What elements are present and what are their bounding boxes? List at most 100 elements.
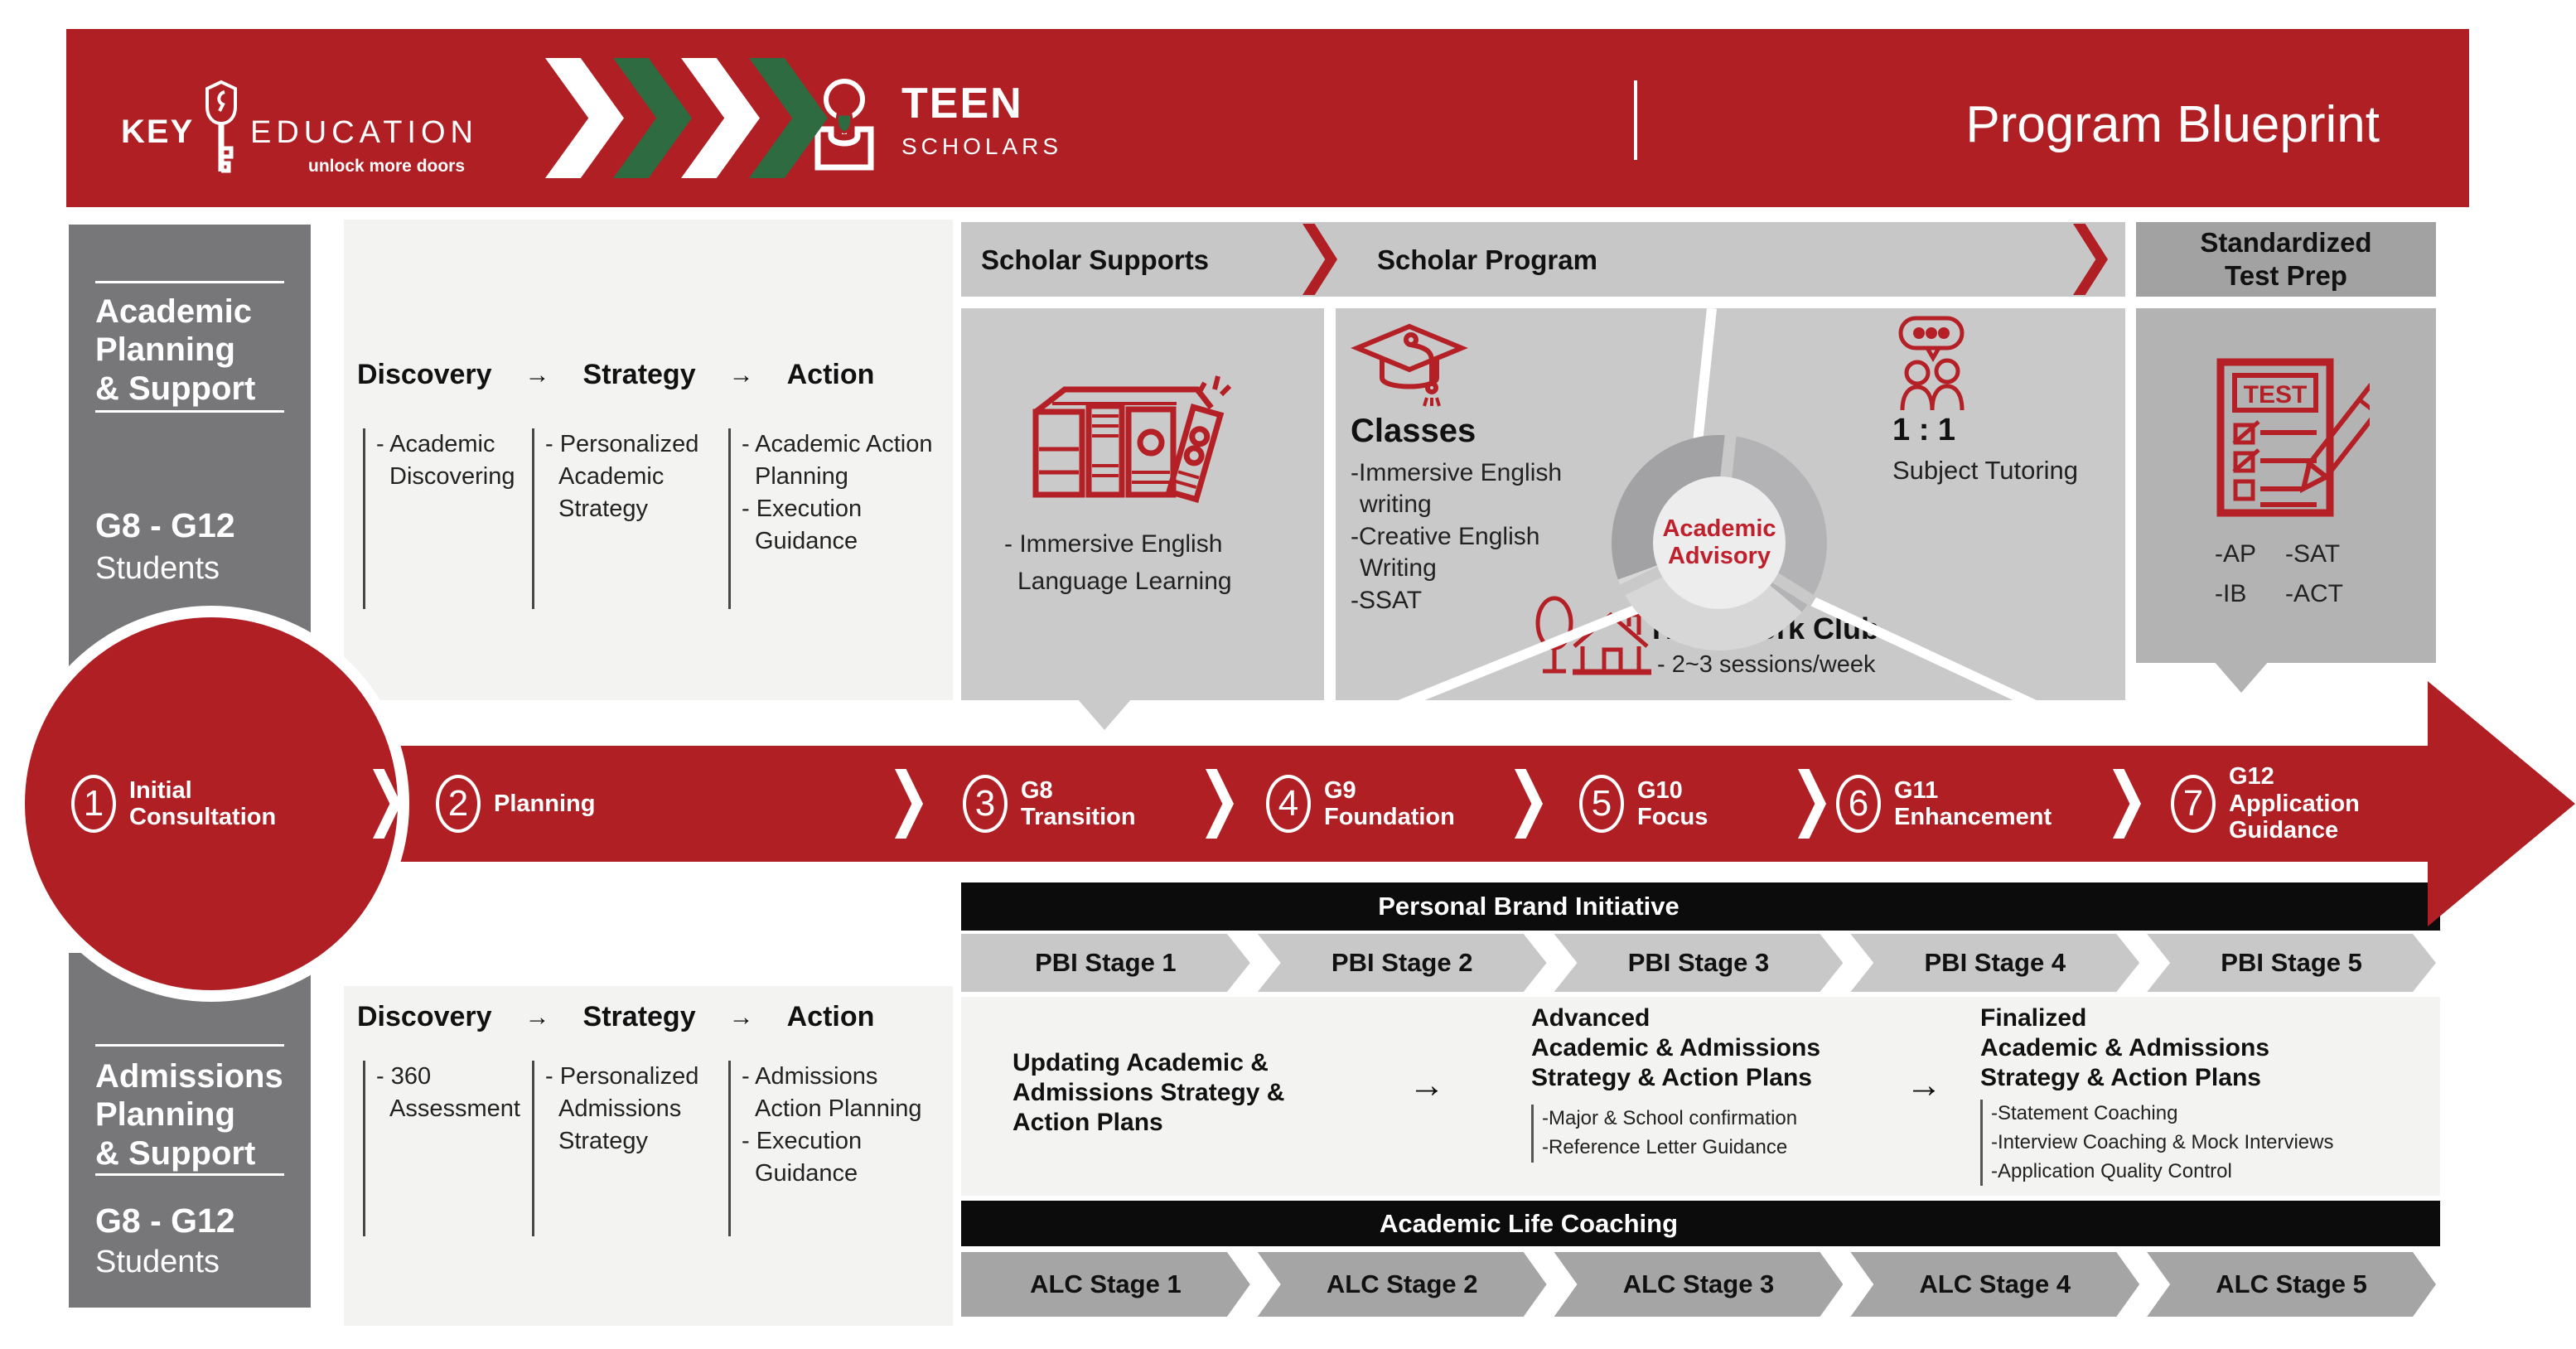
pbi-stage: PBI Stage 1 [961, 934, 1250, 992]
scholar-band-header: Scholar Supports Scholar Program [961, 222, 2125, 297]
flow-column-action: - Admissions Action Planning - Execution… [728, 1061, 940, 1236]
test-prep-items: -AP -SAT -IB -ACT [2215, 540, 2364, 608]
pbi-stage: PBI Stage 3 [1554, 934, 1844, 992]
double-chevron-icon [681, 58, 760, 178]
admissions-flow-panel: Discovery → Strategy → Action - 360 Asse… [344, 986, 953, 1326]
pbi-detail-panel: Updating Academic & Admissions Strategy … [961, 997, 2440, 1196]
timeline-stage-6: 6 G11 Enhancement [1836, 750, 2052, 858]
academic-flow-panel: Discovery → Strategy → Action - Academic… [344, 220, 953, 700]
stage-label: G10 Focus [1637, 776, 1708, 830]
tree-box-logo-icon [814, 79, 874, 171]
double-chevron-icon [613, 58, 692, 178]
flow-step-action: Action [786, 359, 875, 390]
pbi-col2-items: -Major & School confirmation -Reference … [1531, 1105, 1887, 1163]
test-prep-header: Standardized Test Prep [2136, 222, 2436, 297]
academic-advisory-ring: Academic Advisory [1612, 432, 1827, 650]
scholar-program-panel: Academic Advisory Classes -Immersive Eng… [1336, 308, 2125, 700]
chevron-right-icon [2073, 224, 2108, 295]
pbi-col3: Finalized Academic & Admissions Strategy… [1980, 1003, 2411, 1187]
alc-stage: ALC Stage 4 [1850, 1252, 2140, 1317]
alc-bar-label: Academic Life Coaching [1379, 1208, 1679, 1238]
stage-number-circle: 5 [1579, 775, 1624, 833]
pbi-item: -Major & School confirmation [1542, 1107, 1798, 1129]
flow-item: - Execution Guidance [742, 1127, 863, 1187]
academic-advisory-label: Academic Advisory [1653, 476, 1786, 609]
flow-item: - Academic Action Planning [742, 431, 933, 490]
pbi-stage: PBI Stage 4 [1850, 934, 2140, 992]
students-label: Students [95, 1245, 220, 1279]
timeline-stage-5: 5 G10 Focus [1579, 750, 1708, 858]
sidebar-title: Admissions Planning & Support [95, 1058, 283, 1172]
brand-education-text: EDUCATION [250, 115, 478, 150]
graduation-cap-icon [1351, 323, 1468, 407]
books-icon [1032, 375, 1232, 503]
pbi-col1-title: Updating Academic & Admissions Strategy … [1013, 1049, 1285, 1136]
timeline-stage-2: 2 Planning [436, 750, 595, 858]
test-prep-label: Standardized Test Prep [2200, 227, 2372, 291]
stage-label: Planning [494, 790, 596, 817]
scholars-logo-text: SCHOLARS [901, 133, 1063, 159]
arrow-icon: → [524, 360, 550, 389]
alc-stage: ALC Stage 3 [1554, 1252, 1844, 1317]
grades-label: G8 - G12 [95, 1202, 235, 1240]
scholar-supports-panel: - Immersive English Language Learning [961, 308, 1324, 700]
pbi-col3-title: Finalized Academic & Admissions Strategy… [1980, 1004, 2269, 1091]
pbi-col2-title: Advanced Academic & Admissions Strategy … [1531, 1004, 1820, 1091]
stage-number-circle: 7 [2171, 775, 2216, 833]
flow-step-strategy: Strategy [582, 1001, 696, 1032]
pbi-item: -Interview Coaching & Mock Interviews [1991, 1130, 2334, 1153]
flow-item: - Academic Discovering [376, 431, 515, 490]
header-divider [1634, 80, 1637, 160]
flow-item: - Execution Guidance [742, 495, 863, 554]
arrow-icon: → [728, 360, 754, 389]
divider [95, 1044, 284, 1047]
flow-item: - Personalized Admissions Strategy [545, 1063, 699, 1154]
stage-label: G11 Enhancement [1894, 776, 2052, 830]
stage-label: Initial Consultation [129, 776, 277, 830]
flow-column-strategy: - Personalized Admissions Strategy [532, 1061, 711, 1236]
stage-number-circle: 2 [436, 775, 481, 833]
flow-step-action: Action [786, 1001, 875, 1032]
pointer-down [2214, 661, 2269, 693]
flow-column-discovery: - Academic Discovering [363, 428, 517, 609]
stage-number-circle: 3 [963, 775, 1008, 833]
tutoring-title: 1 : 1 [1892, 413, 1956, 447]
timeline-stage-3: 3 G8 Transition [963, 750, 1136, 858]
house-tree-icon [1535, 596, 1651, 675]
scholar-supports-label: Scholar Supports [981, 244, 1210, 275]
sidebar-admissions-planning: Admissions Planning & Support G8 - G12 S… [69, 953, 311, 1308]
double-chevron-icon [545, 58, 624, 178]
pbi-bar: Personal Brand Initiative [961, 882, 2440, 931]
pbi-col2: Advanced Academic & Admissions Strategy … [1531, 1003, 1887, 1163]
arrow-icon: → [728, 1003, 754, 1031]
alc-stage: ALC Stage 1 [961, 1252, 1250, 1317]
classes-list: -Immersive English writing -Creative Eng… [1351, 457, 1574, 616]
sidebar-title: Academic Planning & Support [95, 293, 256, 407]
brand-key-text: KEY [121, 114, 195, 150]
supports-item: - Immersive English Language Learning [1004, 530, 1232, 595]
chevron-right-icon [1302, 224, 1337, 295]
test-item: -ACT [2285, 580, 2343, 607]
pbi-stage-row: PBI Stage 1 PBI Stage 2 PBI Stage 3 PBI … [961, 934, 2436, 992]
pbi-item: -Application Quality Control [1991, 1159, 2232, 1182]
students-label: Students [95, 551, 220, 586]
pbi-col3-items: -Statement Coaching -Interview Coaching … [1980, 1100, 2411, 1187]
test-checklist-icon: TEST [2216, 358, 2370, 517]
pbi-stage: PBI Stage 2 [1257, 934, 1547, 992]
timeline-stage-1: 1 Initial Consultation [71, 750, 276, 858]
flow-step-discovery: Discovery [357, 359, 492, 390]
flow-item: - Personalized Academic Strategy [545, 431, 699, 522]
stage-label: G8 Transition [1021, 776, 1136, 830]
flow-column-discovery: - 360 Assessment [363, 1061, 520, 1236]
flow-step-discovery: Discovery [357, 1001, 492, 1032]
test-item: -AP [2215, 540, 2257, 568]
classes-title: Classes [1351, 413, 1476, 449]
brand-tagline: unlock more doors [308, 157, 466, 176]
flow-step-strategy: Strategy [582, 359, 696, 390]
homework-subtitle: - 2~3 sessions/week [1657, 651, 1876, 678]
classes-item: -Creative English Writing [1351, 522, 1540, 583]
timeline-stage-7: 7 G12 Application Guidance [2171, 750, 2360, 858]
timeline-arrowhead [2428, 681, 2575, 926]
pbi-item: -Statement Coaching [1991, 1102, 2178, 1124]
stage-number-circle: 4 [1266, 775, 1311, 833]
